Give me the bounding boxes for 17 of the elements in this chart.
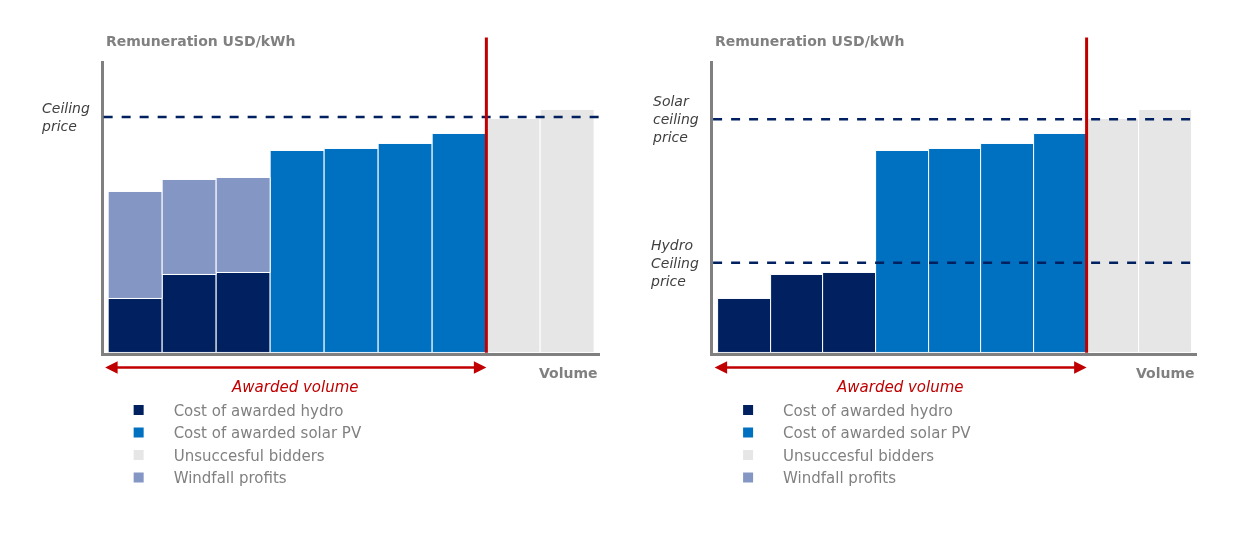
legend-label: Cost of awarded hydro [173,401,344,420]
x-axis-title: Volume [1136,365,1195,381]
y-axis-title: Remuneration USD/kWh [106,33,296,49]
ref-line-label: Hydro Ceiling price [650,237,699,290]
x-axis-title: Volume [539,365,598,381]
ref-line-label: Solar ceiling price [652,93,699,146]
y-axis-title: Remuneration USD/kWh [715,33,905,49]
legend-label: Cost of awarded hydro [783,401,953,420]
legend-label: Cost of awarded solar PV [783,424,972,443]
legend-label: Cost of awarded solar PV [173,424,362,443]
ref-line-label: Ceiling price [41,100,90,135]
text: Awarded volume [836,378,964,396]
legend-label: Windfall profits [783,469,897,488]
legend-label: Unsuccesful bidders [173,446,325,465]
text: Awarded volume [231,378,359,396]
legend-label: Unsuccesful bidders [783,446,935,465]
legend-label: Windfall profits [173,469,287,488]
